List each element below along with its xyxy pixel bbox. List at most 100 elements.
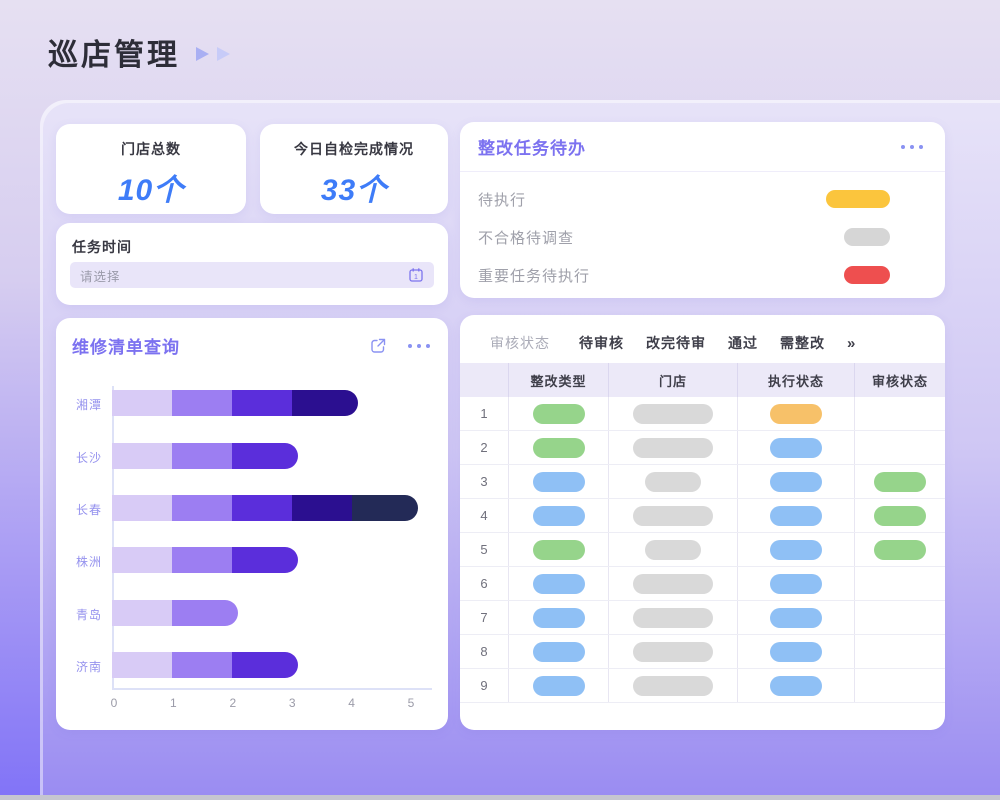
table-cell: 6 <box>460 567 509 600</box>
chart-x-tick: 3 <box>288 696 296 710</box>
chart-bar-segment <box>112 390 172 416</box>
task-time-label: 任务时间 <box>72 239 132 255</box>
table-header-cell: 整改类型 <box>509 363 609 397</box>
table-header-row: 整改类型 门店 执行状态 审核状态 <box>460 363 945 397</box>
table-row: 6 <box>460 567 945 601</box>
rectify-type-pill <box>532 675 585 696</box>
exec-status-pill <box>770 641 822 662</box>
chart-bar-segment <box>232 390 292 416</box>
page-title: 巡店管理 <box>48 39 180 72</box>
table-cell <box>738 669 855 702</box>
chart-y-axis <box>112 386 114 688</box>
todo-status-pill <box>844 266 890 284</box>
chart-x-tick: 0 <box>110 696 118 710</box>
stat-card-self-check: 今日自检完成情况 33个 <box>260 124 448 214</box>
table-cell <box>509 601 609 634</box>
table-cell: 3 <box>460 465 509 498</box>
rectify-type-pill <box>532 403 585 424</box>
table-cell <box>609 465 738 498</box>
table-cell <box>738 567 855 600</box>
chart-bar-segment <box>172 547 232 573</box>
store-pill <box>645 539 701 560</box>
chart-category-label: 长春 <box>75 503 102 517</box>
chart-x-tick: 5 <box>407 696 415 710</box>
table-cell <box>738 499 855 532</box>
rectify-type-pill <box>532 573 585 594</box>
stat-label: 门店总数 <box>121 141 181 157</box>
exec-status-pill <box>770 505 822 526</box>
exec-status-pill <box>770 675 822 696</box>
rectify-type-pill <box>532 539 585 560</box>
table-row: 1 <box>460 397 945 431</box>
rectify-type-pill <box>532 505 585 526</box>
filter-tab[interactable]: 通过 <box>728 335 758 351</box>
table-cell <box>855 669 945 702</box>
filter-tab[interactable]: 改完待审 <box>646 335 706 351</box>
table-cell <box>609 567 738 600</box>
exec-status-pill <box>770 437 822 458</box>
table-cell <box>509 499 609 532</box>
chart-x-axis <box>112 688 432 690</box>
rectify-type-pill <box>532 607 585 628</box>
table-cell <box>855 397 945 430</box>
table-cell <box>855 635 945 668</box>
repair-stacked-bar-chart: 湘潭 长沙 长春 株洲 青岛 济南 0 1 2 3 4 5 <box>56 318 448 730</box>
chart-bar-segment <box>232 495 292 521</box>
store-pill <box>633 675 713 696</box>
table-header-cell: 审核状态 <box>871 373 928 389</box>
filter-more-chevron-icon[interactable]: » <box>847 334 856 352</box>
chart-category-label: 株洲 <box>75 555 102 569</box>
bottom-edge-strip <box>0 795 1000 800</box>
table-row: 4 <box>460 499 945 533</box>
todo-status-pill <box>826 190 890 208</box>
table-cell <box>738 465 855 498</box>
table-cell: 2 <box>460 431 509 464</box>
chart-bar-segment <box>112 442 172 469</box>
row-number: 8 <box>480 644 488 659</box>
table-cell: 5 <box>460 533 509 566</box>
task-time-date-input[interactable]: 请选择 1 <box>70 262 434 288</box>
table-cell <box>509 635 609 668</box>
stat-label: 今日自检完成情况 <box>294 141 414 157</box>
chart-bar-segment <box>352 495 418 521</box>
todo-item-label: 不合格待调查 <box>478 229 575 247</box>
chart-category-label: 青岛 <box>75 607 102 622</box>
filter-tab[interactable]: 待审核 <box>579 335 624 351</box>
table-cell <box>738 397 855 430</box>
chart-bar-segment <box>112 599 172 626</box>
chart-bar-segment <box>292 390 358 416</box>
table-cell <box>855 567 945 600</box>
table-cell <box>855 601 945 634</box>
calendar-icon[interactable]: 1 <box>408 267 424 283</box>
rectify-type-pill <box>532 471 585 492</box>
chart-bar-segment <box>232 547 298 573</box>
filter-tab[interactable]: 需整改 <box>780 335 825 351</box>
table-cell <box>855 499 945 532</box>
store-pill <box>633 505 713 526</box>
more-options-icon[interactable] <box>901 144 923 149</box>
todo-item: 待执行 <box>460 180 945 218</box>
more-options-icon[interactable] <box>408 343 430 348</box>
chart-category-label: 长沙 <box>75 450 102 465</box>
table-cell <box>509 669 609 702</box>
share-export-icon[interactable] <box>368 336 388 356</box>
chart-bar-segment <box>172 652 232 678</box>
store-pill <box>633 641 713 662</box>
store-pill <box>633 573 713 594</box>
chart-bar-segment <box>112 495 172 521</box>
store-pill <box>633 607 713 628</box>
table-cell <box>855 533 945 566</box>
table-cell <box>738 431 855 464</box>
svg-text:1: 1 <box>414 274 418 281</box>
table-row: 3 <box>460 465 945 499</box>
table-row: 9 <box>460 669 945 703</box>
chart-bar-segment <box>292 495 352 521</box>
table-cell <box>738 635 855 668</box>
table-header-cell: 执行状态 <box>738 363 855 397</box>
audit-status-pill <box>874 471 926 492</box>
todo-item: 重要任务待执行 <box>460 256 945 294</box>
chart-bar-segment <box>172 442 232 469</box>
play-icon <box>217 47 230 61</box>
chart-bar-segment <box>112 652 172 678</box>
